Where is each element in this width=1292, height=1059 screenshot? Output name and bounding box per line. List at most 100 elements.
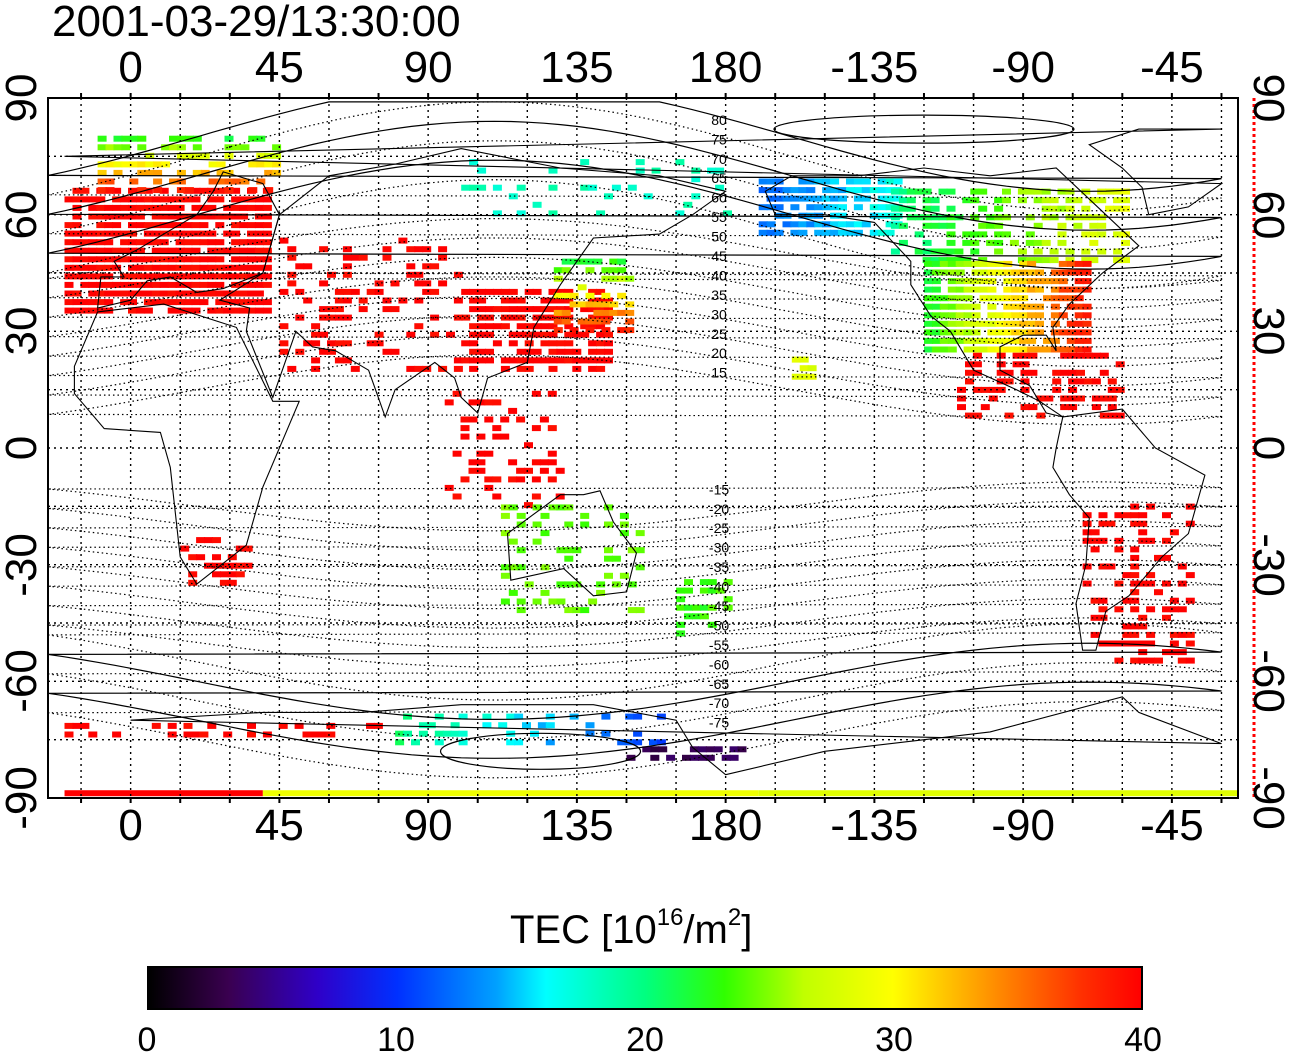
- tec-cell: [723, 210, 732, 217]
- tec-cell: [877, 187, 887, 194]
- tec-cell: [88, 290, 98, 297]
- contour-label: 60: [711, 190, 727, 206]
- tec-cell: [1090, 631, 1100, 638]
- tec-cell: [151, 230, 161, 237]
- tec-cell: [806, 221, 816, 228]
- tec-cell: [112, 222, 122, 229]
- tec-cell: [766, 187, 776, 194]
- tec-cell: [1011, 303, 1021, 310]
- tec-cell: [954, 257, 964, 264]
- tec-cell: [169, 178, 178, 185]
- tec-cell: [438, 280, 448, 287]
- tec-cell: [1041, 257, 1051, 264]
- tec-cell: [254, 222, 264, 229]
- tec-cell: [207, 722, 217, 729]
- tec-cell: [129, 178, 139, 185]
- tec-cell: [758, 187, 768, 194]
- tec-cell: [846, 178, 855, 185]
- tec-cell: [577, 301, 587, 308]
- tec-cell: [151, 722, 161, 729]
- tec-cell: [635, 564, 645, 571]
- tec-cell: [485, 323, 494, 330]
- tec-cell: [1074, 269, 1084, 276]
- tec-cell: [548, 297, 558, 304]
- tec-cell: [112, 264, 122, 271]
- tec-cell: [199, 264, 209, 271]
- tec-cell: [1035, 278, 1044, 285]
- tec-cell: [987, 312, 997, 319]
- tec-cell: [569, 327, 579, 334]
- tec-cell: [1035, 346, 1044, 353]
- mlat-contour: [47, 159, 1222, 270]
- tec-cell: [492, 433, 502, 440]
- tec-cell: [1058, 286, 1068, 293]
- tec-cell: [877, 178, 887, 185]
- frame-tick: [823, 798, 826, 803]
- tec-cell: [556, 348, 566, 355]
- tec-cell: [452, 390, 462, 397]
- tec-cell: [1154, 589, 1163, 596]
- tec-cell: [965, 369, 974, 376]
- tec-cell: [216, 169, 226, 176]
- tec-cell: [508, 306, 518, 313]
- tec-cell: [88, 264, 98, 271]
- tec-cell: [564, 504, 574, 511]
- coastline-africa: [73, 303, 301, 585]
- tec-cell: [1068, 404, 1078, 411]
- tec-cell: [1020, 378, 1030, 385]
- tec-cell: [422, 263, 432, 270]
- tec-cell: [1050, 312, 1060, 319]
- tec-cell: [707, 579, 717, 586]
- tec-cell: [1002, 197, 1011, 204]
- tec-cell: [898, 205, 908, 212]
- frame-tick: [625, 93, 628, 98]
- tec-cell: [553, 267, 563, 274]
- tec-cell: [303, 297, 313, 304]
- tec-cell: [877, 212, 887, 219]
- tec-cell: [830, 204, 840, 211]
- tec-cell: [159, 222, 169, 229]
- tec-cell: [104, 264, 114, 271]
- tec-cell: [262, 299, 272, 306]
- tec-cell: [699, 604, 709, 611]
- tec-cell: [97, 161, 107, 168]
- tec-cell: [199, 273, 209, 280]
- tec-cell: [191, 281, 201, 288]
- tec-cell: [548, 331, 558, 338]
- tec-cell: [516, 607, 526, 614]
- tec-cell: [807, 365, 817, 372]
- tec-cell: [954, 248, 964, 255]
- frame-tick: [972, 93, 975, 98]
- tec-cell: [358, 297, 368, 304]
- tec-cell: [1121, 231, 1130, 238]
- tec-cell: [215, 273, 225, 280]
- tec-cell: [500, 288, 510, 295]
- tec-cell: [175, 273, 185, 280]
- contour-labels: 8075706560555045403530252015-15-20-25-30…: [709, 112, 729, 731]
- lat-lon-grid: [48, 98, 1238, 798]
- tec-cell: [434, 713, 444, 720]
- tec-cell: [303, 263, 313, 270]
- tec-cell: [1162, 554, 1171, 561]
- tec-cell: [814, 178, 824, 185]
- tec-cell: [191, 239, 201, 246]
- tec-cell: [1074, 286, 1084, 293]
- tec-cell: [207, 213, 217, 220]
- tec-cell: [508, 564, 518, 571]
- tec-cell: [588, 357, 598, 364]
- tec-cell: [469, 323, 479, 330]
- tec-cell: [580, 159, 590, 166]
- tec-cell: [596, 210, 606, 217]
- tec-cell: [64, 247, 74, 254]
- tec-cell: [585, 318, 595, 325]
- tec-cell: [143, 222, 153, 229]
- tec-cell: [248, 135, 258, 142]
- tec-cell: [151, 196, 161, 203]
- tec-cell: [978, 188, 988, 195]
- tec-cell: [955, 260, 965, 267]
- tec-cell: [633, 713, 643, 720]
- tec-cell: [596, 340, 606, 347]
- tec-cell: [318, 731, 328, 738]
- tec-cell: [319, 246, 329, 253]
- tec-cell: [231, 196, 241, 203]
